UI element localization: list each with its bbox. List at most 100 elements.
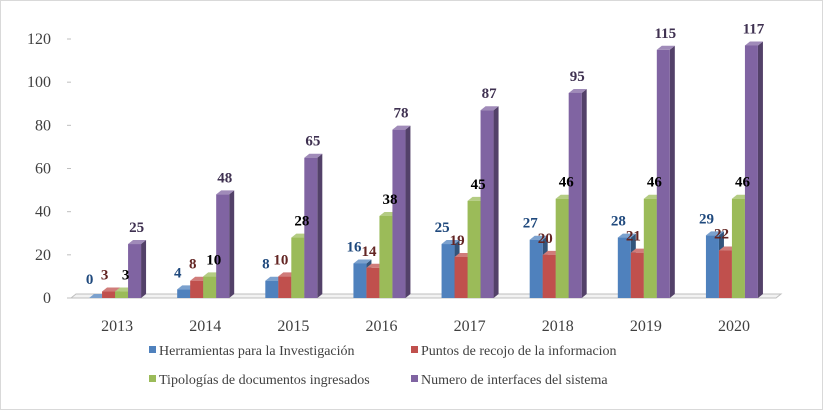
data-label: 38 [382, 192, 397, 208]
legend-entry: Tipologías de documentos ingresados [159, 373, 370, 388]
bar-front [480, 110, 494, 298]
data-label: 19 [450, 233, 465, 249]
data-label: 10 [206, 252, 221, 268]
data-label: 20 [538, 231, 553, 247]
x-category-label: 2018 [542, 318, 574, 335]
bar-front [379, 215, 393, 298]
data-label: 46 [559, 175, 575, 191]
bar-side [405, 125, 411, 299]
x-category-label: 2017 [454, 318, 486, 335]
bar-top [128, 240, 147, 245]
bar-front [656, 49, 670, 298]
data-label: 4 [174, 265, 182, 281]
x-category-label: 2019 [630, 318, 662, 335]
bar-front [630, 252, 644, 298]
bar-2016-4 [392, 125, 411, 299]
data-label: 29 [699, 211, 714, 227]
data-label: 117 [743, 21, 765, 37]
x-category-label: 2013 [101, 318, 133, 335]
y-tick-label: 60 [35, 161, 51, 178]
y-tick-label: 80 [35, 117, 51, 134]
bar-front [392, 129, 406, 298]
data-label: 28 [611, 214, 626, 230]
data-label: 25 [129, 220, 144, 236]
bar-front [555, 198, 569, 298]
legend-entry: Herramientas para la Investigación [159, 344, 355, 359]
bar-front [304, 157, 318, 298]
bar-top [656, 45, 675, 50]
bar-side [581, 88, 587, 298]
bar-side [317, 153, 323, 298]
data-label: 48 [217, 170, 232, 186]
bar-top [304, 153, 323, 158]
bar-front [366, 267, 380, 298]
bar-front [177, 289, 191, 298]
bar-side [141, 240, 147, 298]
data-label: 95 [570, 69, 585, 85]
bar-side [229, 190, 235, 298]
data-label: 8 [262, 257, 270, 273]
data-label: 87 [482, 86, 498, 102]
data-label: 45 [471, 177, 486, 193]
bar-front [454, 256, 468, 298]
bar-front [115, 291, 129, 298]
bar-top [568, 88, 587, 93]
bar-top [705, 231, 724, 236]
data-label: 28 [294, 214, 309, 230]
bar-top [617, 233, 636, 238]
data-label: 8 [189, 257, 197, 273]
bar-front [542, 254, 556, 298]
bar-2014-4 [216, 190, 235, 298]
bar-side [493, 106, 499, 298]
data-label: 21 [626, 229, 641, 245]
data-label: 0 [86, 272, 94, 288]
bar-top [392, 125, 411, 130]
data-label: 10 [273, 252, 288, 268]
bar-front [705, 235, 719, 298]
y-tick-label: 120 [27, 31, 51, 48]
data-label: 22 [714, 227, 729, 243]
legend-swatch [149, 346, 156, 353]
x-category-label: 2020 [718, 318, 750, 335]
bar-front [441, 244, 455, 298]
bar-front [568, 92, 582, 298]
bar-front [744, 45, 758, 298]
bar-2019-4 [656, 45, 675, 298]
legend-entry: Puntos de recojo de la informacion [421, 344, 617, 359]
bar-front [278, 276, 292, 298]
bar-front [190, 280, 204, 298]
x-category-label: 2014 [189, 318, 221, 335]
bar-front [128, 244, 142, 298]
bar-front [265, 280, 279, 298]
bar-top [480, 106, 499, 111]
legend-entry: Numero de interfaces del sistema [421, 373, 608, 388]
bar-front [216, 194, 230, 298]
data-label: 46 [647, 175, 663, 191]
bar-front [291, 237, 305, 298]
data-label: 3 [101, 268, 109, 284]
data-label: 14 [361, 244, 377, 260]
legend-swatch [411, 375, 418, 382]
bar-front [718, 250, 732, 298]
bar-2013-4 [128, 240, 147, 298]
bar-2017-4 [480, 106, 499, 298]
bar-front [353, 263, 367, 298]
bar-top [529, 235, 548, 240]
data-label: 3 [122, 268, 130, 284]
bar-top [744, 41, 763, 46]
legend-swatch [149, 375, 156, 382]
bar-top [216, 190, 235, 195]
data-label: 115 [654, 26, 676, 42]
bar-top [441, 240, 460, 245]
y-tick-label: 40 [35, 204, 51, 221]
data-label: 78 [393, 106, 408, 122]
data-label: 16 [346, 239, 362, 255]
bar-front [731, 198, 745, 298]
bar-top [353, 259, 372, 264]
bar-side [669, 45, 675, 298]
data-label: 65 [305, 134, 320, 150]
y-tick-label: 0 [43, 290, 51, 307]
bar-front [617, 237, 631, 298]
